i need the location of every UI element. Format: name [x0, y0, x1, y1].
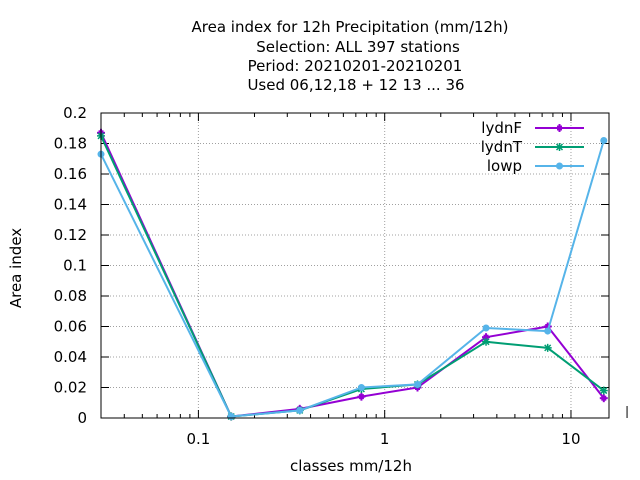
title-line-2: Selection: ALL 397 stations [256, 38, 460, 56]
title-line-3: Period: 20210201-20210201 [248, 57, 463, 75]
series-line-lowp [100, 140, 605, 418]
marker-diag2 [482, 338, 490, 346]
legend-label-lydnT: lydnT [481, 138, 523, 156]
data-point-lowp [413, 380, 421, 388]
y-tick-label: 0.18 [54, 135, 87, 153]
data-point-lydnT [599, 386, 608, 395]
y-tick-label: 0 [77, 409, 87, 427]
y-tick-label: 0.06 [54, 318, 87, 336]
x-tick-label: 10 [561, 430, 580, 448]
data-point-lydnT [543, 343, 552, 352]
title-line-1: Area index for 12h Precipitation (mm/12h… [192, 18, 509, 36]
series-line-lydnF [100, 132, 605, 418]
marker-diag2 [600, 387, 608, 395]
grid [101, 113, 609, 418]
marker-core [601, 395, 607, 401]
x-tick-label: 0.1 [186, 430, 210, 448]
y-axis-label: Area index [7, 228, 25, 308]
legend-marker-lydnF [555, 124, 564, 132]
data-point-lowp [482, 324, 490, 332]
y-tick-label: 0.08 [54, 287, 87, 305]
y-tick-label: 0.04 [54, 348, 87, 366]
marker-dot [482, 324, 490, 332]
y-tick-label: 0.1 [63, 257, 87, 275]
marker-dot [357, 384, 365, 391]
legend-marker-lydnT [555, 143, 564, 151]
y-tick-label: 0.16 [54, 165, 87, 183]
x-tick-label: 1 [380, 430, 390, 448]
y-tick-label: 0.02 [54, 379, 87, 397]
series-group [97, 128, 608, 421]
marker-dot [556, 162, 563, 170]
y-tick-label: 0.2 [63, 104, 87, 122]
marker-core [358, 394, 364, 400]
marker-dot [544, 327, 552, 335]
title-line-4: Used 06,12,18 + 12 13 ... 36 [247, 76, 464, 94]
marker-dot [600, 136, 608, 144]
data-point-lowp [600, 136, 608, 144]
data-point-lowp [544, 327, 552, 335]
marker-diag2 [555, 143, 564, 151]
data-point-lowp [357, 384, 365, 391]
marker-core [545, 324, 551, 329]
marker-dot [413, 380, 421, 388]
chart-title: Area index for 12h Precipitation (mm/12h… [192, 18, 509, 94]
data-point-lowp [296, 406, 304, 414]
axis-ticks: 0 0.02 0.04 0.06 0.08 0.1 0.12 0.14 0.16 0.18 0.2 0… [54, 104, 628, 448]
legend-marker-lowp [556, 162, 563, 170]
plot-frame [100, 112, 610, 419]
marker-diag2 [544, 344, 552, 352]
marker-core [483, 334, 489, 340]
data-point-lowp [227, 412, 235, 420]
data-point-lydnF [357, 392, 366, 401]
data-point-lydnF [599, 394, 608, 403]
series-line-lydnT [100, 135, 605, 418]
marker-core [557, 125, 562, 131]
x-axis-label: classes mm/12h [290, 457, 412, 475]
y-tick-label: 0.12 [54, 226, 87, 244]
marker-dot [227, 412, 235, 420]
legend-label-lowp: lowp [487, 157, 522, 175]
legend-label-lydnF: lydnF [481, 119, 522, 137]
y-tick-label: 0.14 [54, 196, 87, 214]
marker-dot [296, 406, 304, 414]
data-point-lydnT [482, 337, 491, 346]
